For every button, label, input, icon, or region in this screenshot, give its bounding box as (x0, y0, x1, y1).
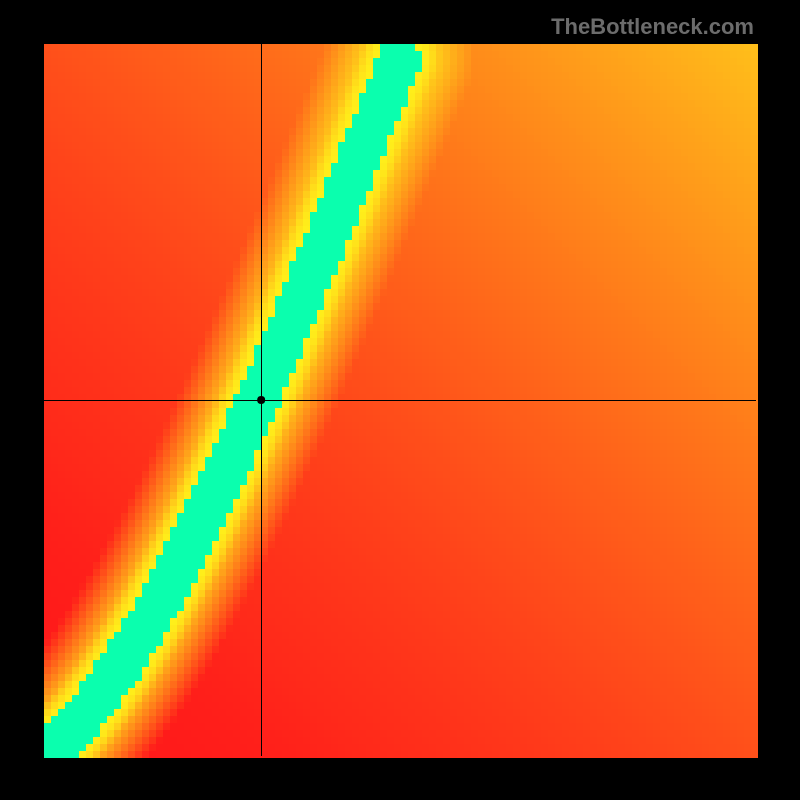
bottleneck-heatmap (0, 0, 800, 800)
chart-frame: TheBottleneck.com (0, 0, 800, 800)
